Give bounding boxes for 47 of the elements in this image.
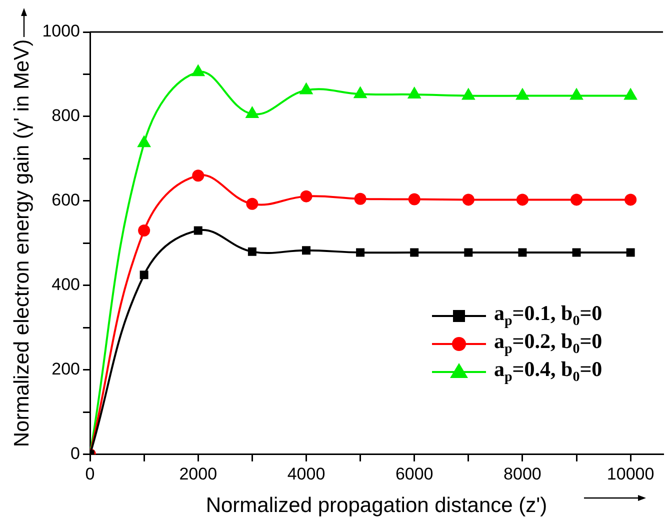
y-tick-label: 0 <box>70 444 80 464</box>
point <box>245 106 260 118</box>
y-tick-label: 200 <box>52 360 80 379</box>
point <box>410 248 419 257</box>
point <box>572 248 581 257</box>
point <box>356 248 365 257</box>
x-tick-label: 8000 <box>504 464 542 484</box>
point <box>140 270 148 280</box>
point <box>299 82 314 94</box>
point <box>302 246 310 255</box>
point <box>246 198 258 210</box>
point <box>570 194 583 206</box>
point <box>464 248 473 257</box>
y-tick-label: 1000 <box>42 22 80 41</box>
point <box>192 170 204 182</box>
y-tick-label: 600 <box>52 190 80 210</box>
y-tick-label: 800 <box>52 106 80 126</box>
point <box>137 135 151 148</box>
point <box>354 192 366 205</box>
x-tick-label: 4000 <box>287 464 326 484</box>
x-tick-label: 10000 <box>606 464 654 484</box>
legend-label: a$_{p}$=0.1, b$_{0}$=0 <box>494 301 602 331</box>
x-tick-label: 0 <box>85 464 95 484</box>
point <box>408 193 420 206</box>
point <box>353 86 368 98</box>
point <box>516 194 528 206</box>
point <box>407 86 422 99</box>
point <box>462 194 474 206</box>
point <box>248 247 256 256</box>
point <box>516 88 530 100</box>
point <box>300 190 312 202</box>
x-axis-title: Normalized propagation distance (z') <box>206 494 548 518</box>
point <box>191 64 206 76</box>
x-tick-label: 6000 <box>395 464 434 484</box>
y-axis-title: Normalized electron energy gain (γ' in MeV) <box>10 39 34 448</box>
point <box>570 88 584 100</box>
point <box>138 224 150 237</box>
y-tick-label: 400 <box>52 275 80 294</box>
point <box>624 194 637 206</box>
point <box>626 248 635 257</box>
point <box>624 88 638 100</box>
point <box>518 248 527 257</box>
legend-label: a$_{p}$=0.2, b$_{0}$=0 <box>494 329 602 359</box>
legend-label: a$_{p}$=0.4, b$_{0}$=0 <box>494 357 602 387</box>
point <box>194 226 202 235</box>
point <box>461 88 476 100</box>
x-tick-label: 2000 <box>179 464 218 484</box>
